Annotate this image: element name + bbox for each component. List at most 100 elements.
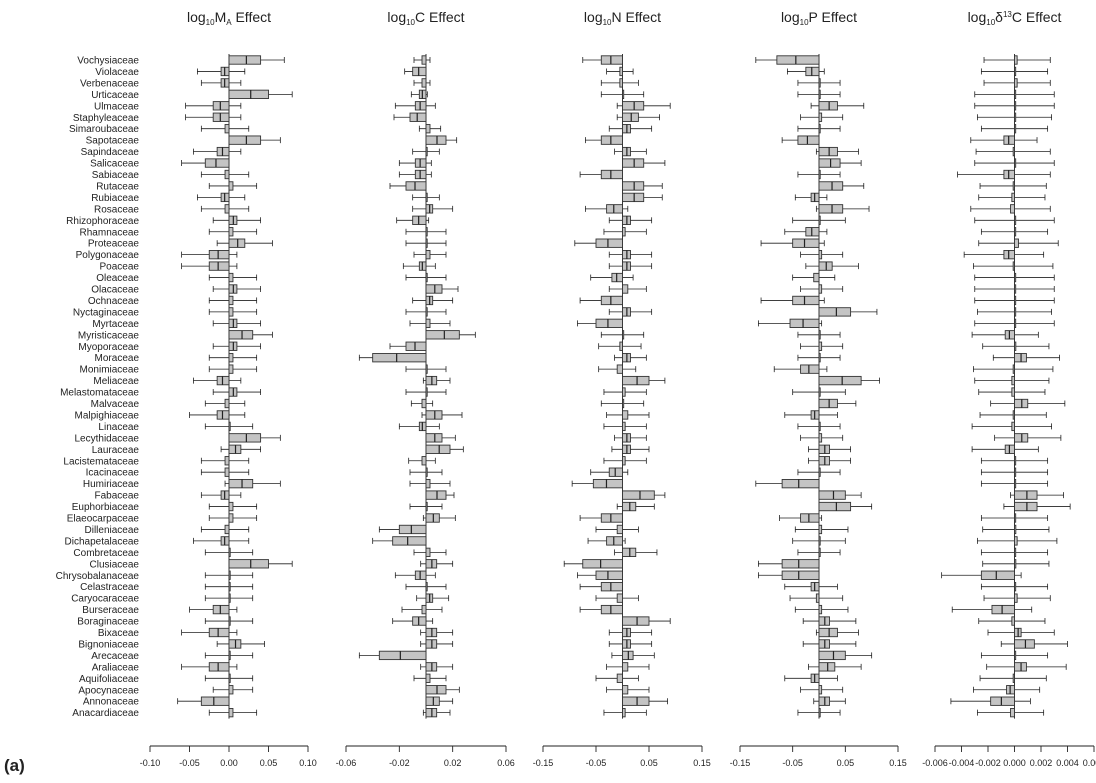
effect-bar (622, 708, 626, 718)
effect-bar (421, 78, 427, 88)
family-label: Myristicaceae (78, 330, 140, 341)
effect-bar (228, 364, 234, 374)
family-label: Rubiaceae (91, 193, 139, 204)
effect-bar (425, 433, 443, 443)
family-label: Arecaceae (91, 651, 139, 662)
family-label: Oleaceae (96, 273, 139, 284)
family-label: Dilleniaceae (85, 525, 140, 536)
panel-3: log10N Effect -0.15 -0.05 0.05 0.15 (533, 9, 711, 768)
effect-bar (425, 685, 447, 695)
family-label: Apocynaceae (78, 685, 139, 696)
effect-bar (616, 364, 623, 374)
x-tick-label: -0.002 (975, 758, 1001, 768)
effect-bar (228, 89, 269, 100)
effect-bar (1014, 524, 1017, 535)
effect-bar (781, 559, 820, 569)
effect-bar (797, 135, 820, 145)
effect-bar (1010, 708, 1015, 718)
family-label: Rosaceae (94, 204, 139, 215)
effect-bar (228, 330, 254, 340)
effect-bar (622, 227, 626, 237)
effect-bar (1014, 559, 1017, 569)
effect-bar (622, 112, 639, 122)
effect-bar (622, 330, 625, 340)
effect-bar (378, 650, 427, 661)
effect-bar (1014, 639, 1035, 649)
effect-bar (600, 55, 623, 65)
effect-bar (1014, 78, 1018, 88)
effect-bar (990, 696, 1015, 706)
effect-bar (622, 158, 645, 168)
effect-bar (805, 227, 820, 237)
family-label: Melastomataceae (60, 388, 139, 399)
family-labels: VochysiaceaeViolaceaeVerbenaceaeUrticace… (56, 56, 140, 720)
effect-bar (1014, 272, 1017, 283)
x-tick-label: 0.05 (260, 758, 278, 768)
effect-bar (425, 318, 431, 328)
effect-bar (980, 570, 1015, 580)
effect-bar (412, 215, 427, 225)
effect-bar (622, 501, 637, 512)
effect-bar (425, 227, 428, 237)
x-tick-label: -0.02 (389, 758, 410, 768)
effect-bar (1014, 536, 1018, 546)
panel-1: log10MA Effect -0.10 -0.05 0.00 0.05 0.10 (140, 9, 317, 768)
effect-bar (592, 479, 623, 489)
effect-bar (1014, 66, 1017, 77)
effect-bar (1011, 421, 1015, 432)
effect-bar (622, 421, 626, 432)
family-label: Rutaceae (96, 181, 139, 192)
family-label: Polygonaceae (76, 250, 140, 261)
effect-bar (425, 501, 428, 512)
effect-bar (398, 524, 427, 535)
effect-bar (600, 135, 623, 145)
effect-bar (818, 650, 846, 661)
x-tick-label: -0.05 (179, 758, 200, 768)
effect-bar (425, 479, 431, 489)
effect-bar (781, 570, 820, 580)
effect-bar (412, 66, 427, 77)
effect-bar (616, 593, 623, 603)
effect-bar (1012, 181, 1015, 191)
effect-bar (805, 66, 820, 77)
effect-bar (600, 169, 623, 180)
effect-bar (818, 708, 821, 718)
effect-bar (1014, 582, 1017, 592)
effect-bar (228, 238, 246, 248)
effect-bar (1011, 387, 1015, 397)
effect-bar (818, 467, 821, 477)
family-label: Bignoniaceae (78, 639, 139, 650)
panel-title: log10δ13C Effect (968, 9, 1062, 27)
effect-bar (425, 284, 443, 294)
family-label: Malvaceae (91, 399, 140, 410)
effect-bar (208, 627, 230, 638)
effect-bar (818, 375, 862, 386)
x-tick-label: 0.05 (837, 758, 855, 768)
panel-title: log10P Effect (781, 9, 857, 27)
family-label: Moraceae (95, 353, 140, 364)
panel-2: log10C Effect -0.06 -0.02 0.02 0.06 (336, 9, 515, 768)
family-label: Bixaceae (98, 628, 140, 639)
effect-bar (818, 398, 838, 409)
effect-bar (228, 582, 231, 592)
family-label: Aquifoliaceae (79, 674, 139, 685)
effect-bar (228, 135, 262, 145)
effect-bar (622, 89, 625, 100)
effect-bar (425, 673, 431, 683)
effect-bar (622, 375, 650, 386)
x-tick-label: 0.15 (693, 758, 711, 768)
effect-bar (208, 249, 230, 260)
effect-bar (1014, 513, 1017, 523)
effect-bar (792, 295, 820, 306)
effect-bar (228, 272, 234, 283)
family-label: Humiriaceae (83, 479, 140, 490)
effect-bar (600, 513, 623, 523)
effect-bar (228, 479, 254, 489)
effect-bar (1012, 410, 1015, 420)
effect-bar (600, 295, 623, 306)
effect-bar (606, 204, 623, 214)
family-label: Nyctaginaceae (73, 307, 140, 318)
x-tick-label: 0.10 (299, 758, 317, 768)
effect-bar (392, 536, 427, 546)
